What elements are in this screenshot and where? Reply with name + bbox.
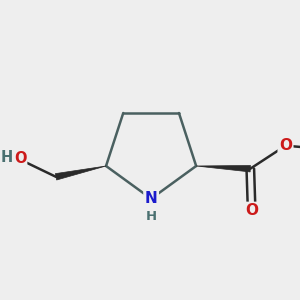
- Text: O: O: [14, 151, 26, 166]
- Text: O: O: [245, 203, 258, 218]
- Polygon shape: [196, 166, 250, 172]
- Text: H: H: [1, 150, 13, 165]
- Text: H: H: [146, 210, 157, 223]
- Text: O: O: [279, 138, 292, 153]
- Text: N: N: [145, 191, 158, 206]
- Polygon shape: [55, 166, 106, 180]
